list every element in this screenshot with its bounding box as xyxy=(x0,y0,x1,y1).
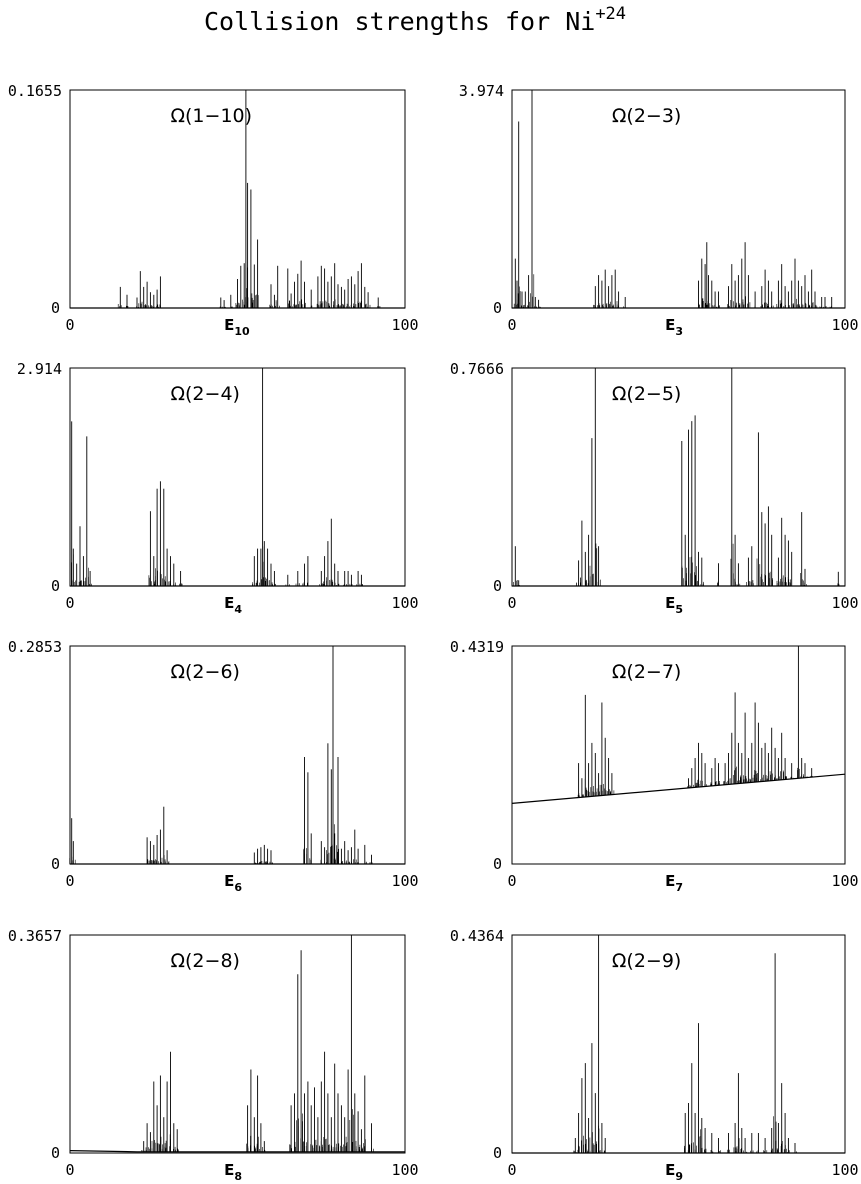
figure-title-superscript: +24 xyxy=(595,4,626,24)
x-tick-min: 0 xyxy=(65,1161,74,1179)
panel-label: Ω(2−5) xyxy=(612,383,681,405)
y-tick-max: 0.1655 xyxy=(8,82,62,100)
background-line xyxy=(69,1150,405,1153)
x-tick-max: 100 xyxy=(391,594,418,612)
x-tick-min: 0 xyxy=(65,316,74,334)
y-tick-zero: 0 xyxy=(493,299,502,317)
panel-label: Ω(2−9) xyxy=(612,950,681,972)
y-tick-zero: 0 xyxy=(493,855,502,873)
y-tick-zero: 0 xyxy=(493,1144,502,1162)
panel-1: 0.1655 00 100 E10 Ω(1−10) xyxy=(8,82,419,338)
y-tick-zero: 0 xyxy=(51,299,60,317)
resonance-clutter xyxy=(513,274,832,308)
panel-label: Ω(2−4) xyxy=(171,383,240,405)
x-tick-max: 100 xyxy=(831,316,858,334)
x-tick-max: 100 xyxy=(831,594,858,612)
resonance-clutter xyxy=(573,1116,797,1153)
x-tick-max: 100 xyxy=(391,872,418,890)
panel-3: 2.914 00 100 E4 Ω(2−4) xyxy=(17,360,419,616)
x-axis-label: E9 xyxy=(665,1161,683,1183)
y-tick-max: 0.3657 xyxy=(8,927,62,945)
y-tick-zero: 0 xyxy=(51,1144,60,1162)
x-tick-min: 0 xyxy=(65,872,74,890)
figure-title: Collision strengths for Ni+24 xyxy=(204,4,626,36)
panel-label: Ω(2−8) xyxy=(171,950,240,972)
x-tick-max: 100 xyxy=(831,872,858,890)
panel-label: Ω(2−6) xyxy=(171,661,240,683)
y-tick-zero: 0 xyxy=(493,577,502,595)
figure-title-main: Collision strengths for Ni xyxy=(204,7,595,36)
panel-label: Ω(2−3) xyxy=(612,105,681,127)
panel-7: 0.3657 00 100 E8 Ω(2−8) xyxy=(8,927,419,1183)
background-line xyxy=(511,773,846,804)
y-tick-max: 0.2853 xyxy=(8,638,62,656)
resonance-clutter xyxy=(512,543,840,586)
x-tick-min: 0 xyxy=(507,1161,516,1179)
x-tick-max: 100 xyxy=(391,1161,418,1179)
x-tick-max: 100 xyxy=(831,1161,858,1179)
x-tick-min: 0 xyxy=(65,594,74,612)
panel-8: 0.4364 00 100 E9 Ω(2−9) xyxy=(450,927,859,1183)
y-tick-max: 2.914 xyxy=(17,360,62,378)
plot-frame xyxy=(69,934,406,1154)
y-tick-max: 3.974 xyxy=(459,82,504,100)
panel-label: Ω(1−10) xyxy=(171,105,253,127)
x-axis-label: E8 xyxy=(224,1161,242,1183)
x-axis-label: E5 xyxy=(665,594,683,616)
y-tick-zero: 0 xyxy=(51,855,60,873)
resonance-clutter xyxy=(577,766,813,798)
x-tick-min: 0 xyxy=(507,316,516,334)
panel-5: 0.2853 00 100 E6 Ω(2−6) xyxy=(8,638,419,894)
y-tick-max: 0.7666 xyxy=(450,360,504,378)
x-tick-min: 0 xyxy=(507,872,516,890)
resonance-clutter xyxy=(69,824,373,864)
panel-2: 3.974 00 100 E3 Ω(2−3) xyxy=(459,82,859,338)
resonance-clutter xyxy=(141,1109,374,1152)
x-tick-min: 0 xyxy=(507,594,516,612)
panel-6: 0.4319 00 100 E7 Ω(2−7) xyxy=(450,638,859,894)
y-tick-max: 0.4319 xyxy=(450,638,504,656)
resonance-clutter xyxy=(117,267,381,308)
x-axis-label: E3 xyxy=(665,316,683,338)
x-axis-label: E7 xyxy=(665,872,683,894)
y-tick-max: 0.4364 xyxy=(450,927,504,945)
panel-label: Ω(2−7) xyxy=(612,661,681,683)
x-tick-max: 100 xyxy=(391,316,418,334)
x-axis-label: E10 xyxy=(224,316,250,338)
x-axis-label: E4 xyxy=(224,594,242,616)
y-tick-zero: 0 xyxy=(51,577,60,595)
plot-frame xyxy=(511,645,846,865)
panel-4: 0.7666 00 100 E5 Ω(2−5) xyxy=(450,360,859,616)
x-axis-label: E6 xyxy=(224,872,242,894)
resonance-clutter xyxy=(71,546,363,586)
